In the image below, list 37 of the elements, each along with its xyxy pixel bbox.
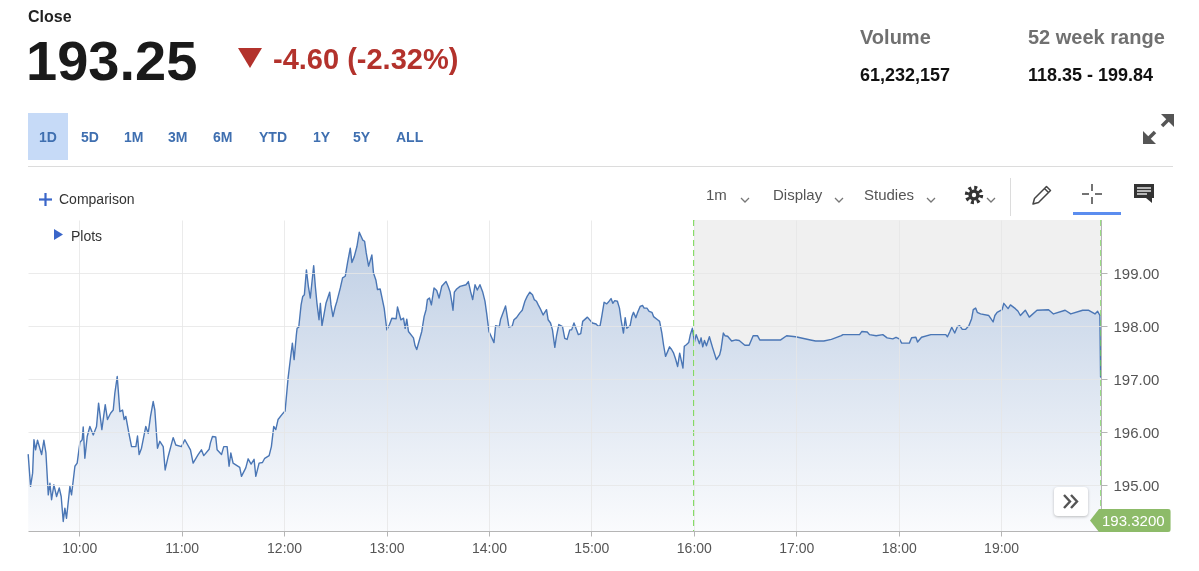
text: Volume bbox=[860, 26, 931, 48]
text: 1Y bbox=[313, 129, 331, 145]
text: 6M bbox=[213, 129, 233, 145]
x-tick-label: 19:00 bbox=[984, 539, 1020, 556]
text: Comparison bbox=[59, 191, 135, 207]
x-tick-label: 10:00 bbox=[62, 539, 98, 556]
x-tick-label: 17:00 bbox=[779, 539, 815, 556]
text: 1m bbox=[706, 186, 727, 203]
x-tick-label: 15:00 bbox=[574, 539, 610, 556]
text: 1M bbox=[124, 129, 144, 145]
text: 5Y bbox=[353, 129, 371, 145]
y-tick-label: 198.00 bbox=[1113, 317, 1160, 335]
y-tick-label: 199.00 bbox=[1113, 264, 1160, 282]
y-tick-label: 197.00 bbox=[1113, 370, 1160, 388]
x-tick-label: 12:00 bbox=[267, 539, 303, 556]
y-tick-label: 196.00 bbox=[1113, 423, 1160, 441]
x-tick-label: 14:00 bbox=[471, 539, 508, 556]
text: 52 week range bbox=[1028, 26, 1165, 48]
x-tick-label: 16:00 bbox=[676, 539, 713, 556]
annotation: Plots bbox=[71, 228, 103, 244]
text: YTD bbox=[259, 129, 287, 145]
text: 1D bbox=[39, 129, 57, 145]
x-tick-label: 13:00 bbox=[369, 539, 405, 556]
text: 193.25 bbox=[26, 29, 198, 92]
text: Display bbox=[773, 186, 823, 203]
text: Studies bbox=[864, 186, 915, 203]
text: Close bbox=[28, 8, 72, 25]
text: 61,232,157 bbox=[860, 65, 951, 85]
text: -4.60 (-2.32%) bbox=[273, 43, 459, 75]
x-tick-label: 18:00 bbox=[881, 539, 917, 556]
text: 5D bbox=[81, 129, 99, 145]
text: 118.35 - 199.84 bbox=[1028, 65, 1154, 85]
x-tick-label: 11:00 bbox=[165, 539, 200, 556]
text: 193.3200 bbox=[1090, 509, 1171, 532]
y-tick-label: 195.00 bbox=[1113, 476, 1160, 494]
text: 3M bbox=[168, 129, 188, 145]
text: ALL bbox=[396, 129, 424, 145]
